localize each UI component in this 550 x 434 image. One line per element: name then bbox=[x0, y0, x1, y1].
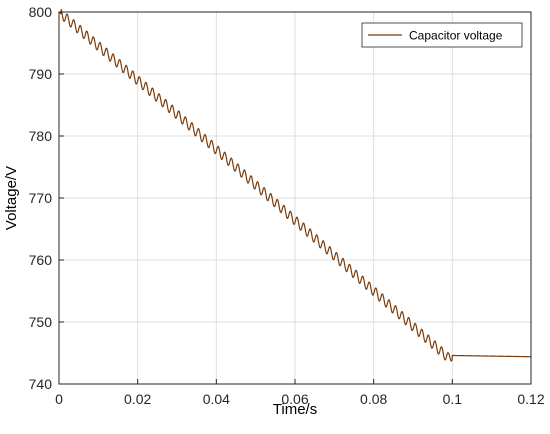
y-tick-label: 800 bbox=[29, 4, 53, 20]
y-tick-label: 770 bbox=[29, 190, 53, 206]
x-tick-label: 0.1 bbox=[443, 391, 463, 407]
grid-lines bbox=[59, 12, 531, 384]
y-tick-label: 740 bbox=[29, 376, 53, 392]
series-line-capacitor-voltage bbox=[58, 8, 532, 362]
x-tick-label: 0.04 bbox=[203, 391, 230, 407]
y-tick-label: 790 bbox=[29, 66, 53, 82]
x-tick-label: 0.12 bbox=[517, 391, 544, 407]
legend: Capacitor voltage bbox=[361, 22, 523, 48]
y-axis-title: Voltage/V bbox=[3, 166, 20, 230]
x-axis-title: Time/s bbox=[273, 401, 317, 418]
y-tick-label: 760 bbox=[29, 252, 53, 268]
tick-labels: 0 0.02 0.04 0.06 0.08 0.1 0.12 740 750 760 770 780 7… bbox=[29, 4, 545, 407]
x-tick-label: 0 bbox=[55, 391, 63, 407]
series-layer bbox=[58, 8, 532, 362]
x-tick-label: 0.08 bbox=[360, 391, 387, 407]
x-tick-label: 0.06 bbox=[281, 391, 308, 407]
x-tick-label: 0.02 bbox=[124, 391, 151, 407]
y-tick-label: 750 bbox=[29, 314, 53, 330]
legend-label: Capacitor voltage bbox=[409, 29, 503, 43]
axis-ticks bbox=[58, 11, 532, 385]
y-tick-label: 780 bbox=[29, 128, 53, 144]
